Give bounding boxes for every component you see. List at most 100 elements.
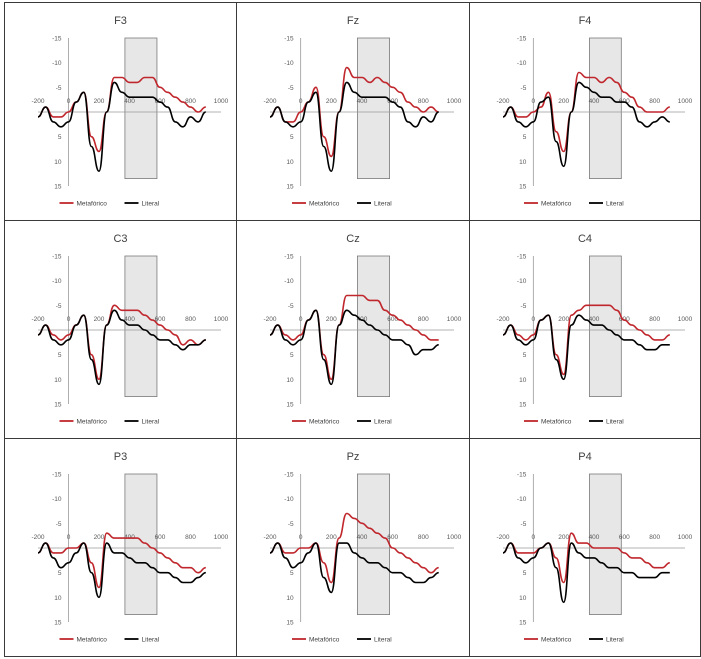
x-tick-label: 1000 (678, 534, 693, 541)
x-tick-label: 600 (619, 534, 630, 541)
y-tick-label: -5 (56, 521, 62, 528)
y-tick-label: 10 (519, 595, 527, 602)
series-line (269, 66, 439, 158)
x-tick-label: 1000 (447, 534, 462, 541)
legend-label: Metafórico (309, 419, 340, 426)
x-tick-label: 1000 (214, 534, 229, 541)
y-tick-label: -5 (288, 85, 294, 92)
series-line (269, 309, 439, 386)
x-tick-label: -200 (496, 534, 509, 541)
x-tick-label: -200 (496, 316, 509, 323)
time-window-shading (357, 255, 391, 398)
y-tick-label: 10 (54, 159, 62, 166)
x-tick-label: 1000 (214, 98, 229, 105)
legend-label: Literal (606, 201, 624, 208)
x-tick-label: 600 (387, 534, 398, 541)
series-line (37, 76, 206, 153)
y-tick-label: -15 (284, 472, 294, 479)
y-tick-label: -15 (52, 254, 62, 261)
time-window-shading (357, 37, 391, 180)
x-tick-label: -200 (31, 316, 44, 323)
series-line (502, 542, 670, 604)
chart-title: Cz (346, 233, 360, 245)
y-tick-label: 10 (54, 377, 62, 384)
series-line (269, 512, 439, 584)
x-tick-label: 800 (185, 98, 196, 105)
y-tick-label: 15 (286, 620, 294, 627)
legend-label: Literal (374, 637, 392, 644)
time-window-shading (589, 473, 622, 616)
y-tick-label: -10 (52, 278, 62, 285)
y-tick-label: -5 (521, 303, 527, 310)
x-tick-label: 800 (649, 316, 660, 323)
y-tick-label: -5 (288, 521, 294, 528)
x-tick-label: 800 (649, 534, 660, 541)
x-tick-label: 1000 (447, 316, 462, 323)
legend-label: Metafórico (309, 637, 340, 644)
series-line (37, 542, 206, 599)
x-tick-label: 600 (387, 316, 398, 323)
y-tick-label: -10 (517, 278, 527, 285)
legend-label: Metafórico (309, 201, 340, 208)
x-tick-label: 200 (558, 534, 569, 541)
chart-panel: C3 -15 -10 -5 5 10 15 -200 0 200 400 600 800 1000 Meta… (4, 220, 237, 439)
series-line (502, 532, 670, 584)
legend-label: Literal (142, 419, 160, 426)
y-tick-label: 10 (286, 595, 294, 602)
x-tick-label: 1000 (678, 98, 693, 105)
y-tick-label: -5 (288, 303, 294, 310)
chart-title: C4 (577, 233, 593, 245)
x-tick-label: 400 (589, 98, 600, 105)
legend-label: Literal (374, 419, 392, 426)
y-tick-label: -10 (284, 496, 294, 503)
x-tick-label: 200 (94, 98, 105, 105)
y-tick-label: 15 (519, 184, 527, 191)
y-tick-label: 15 (286, 402, 294, 409)
series-line (502, 71, 670, 153)
y-tick-label: 5 (523, 570, 527, 577)
y-tick-label: -15 (517, 36, 527, 43)
x-tick-label: 200 (94, 534, 105, 541)
y-tick-label: 15 (286, 184, 294, 191)
y-tick-label: -15 (52, 472, 62, 479)
y-tick-label: 10 (286, 377, 294, 384)
y-tick-label: 5 (58, 570, 62, 577)
x-tick-label: 0 (67, 316, 71, 323)
y-tick-label: 5 (58, 134, 62, 141)
series-line (37, 81, 207, 172)
y-tick-label: 15 (54, 620, 62, 627)
x-tick-label: 400 (124, 98, 135, 105)
x-tick-label: 800 (185, 316, 196, 323)
y-tick-label: -10 (517, 60, 527, 67)
x-tick-label: 800 (649, 98, 660, 105)
y-tick-label: -15 (517, 254, 527, 261)
x-tick-label: 200 (326, 316, 337, 323)
y-tick-label: -15 (284, 254, 294, 261)
x-tick-label: 0 (532, 534, 536, 541)
legend-label: Metafórico (541, 419, 572, 426)
y-tick-label: -15 (52, 36, 62, 43)
time-window-shading (124, 473, 158, 616)
x-tick-label: 800 (418, 534, 429, 541)
y-tick-label: 5 (290, 134, 294, 141)
y-tick-label: -10 (52, 60, 62, 67)
x-tick-label: 400 (357, 98, 368, 105)
y-tick-label: 15 (54, 402, 62, 409)
x-tick-label: 0 (67, 534, 71, 541)
chart-title: P3 (113, 451, 128, 463)
series-line (502, 314, 670, 381)
x-tick-label: 0 (299, 316, 303, 323)
x-tick-label: -200 (496, 98, 509, 105)
legend-label: Literal (374, 201, 392, 208)
legend-label: Metafórico (541, 637, 572, 644)
legend-label: Literal (606, 637, 624, 644)
time-window-shading (124, 37, 158, 180)
chart-title: Fz (346, 15, 360, 27)
legend-label: Literal (606, 419, 624, 426)
chart-title: F3 (114, 15, 127, 27)
